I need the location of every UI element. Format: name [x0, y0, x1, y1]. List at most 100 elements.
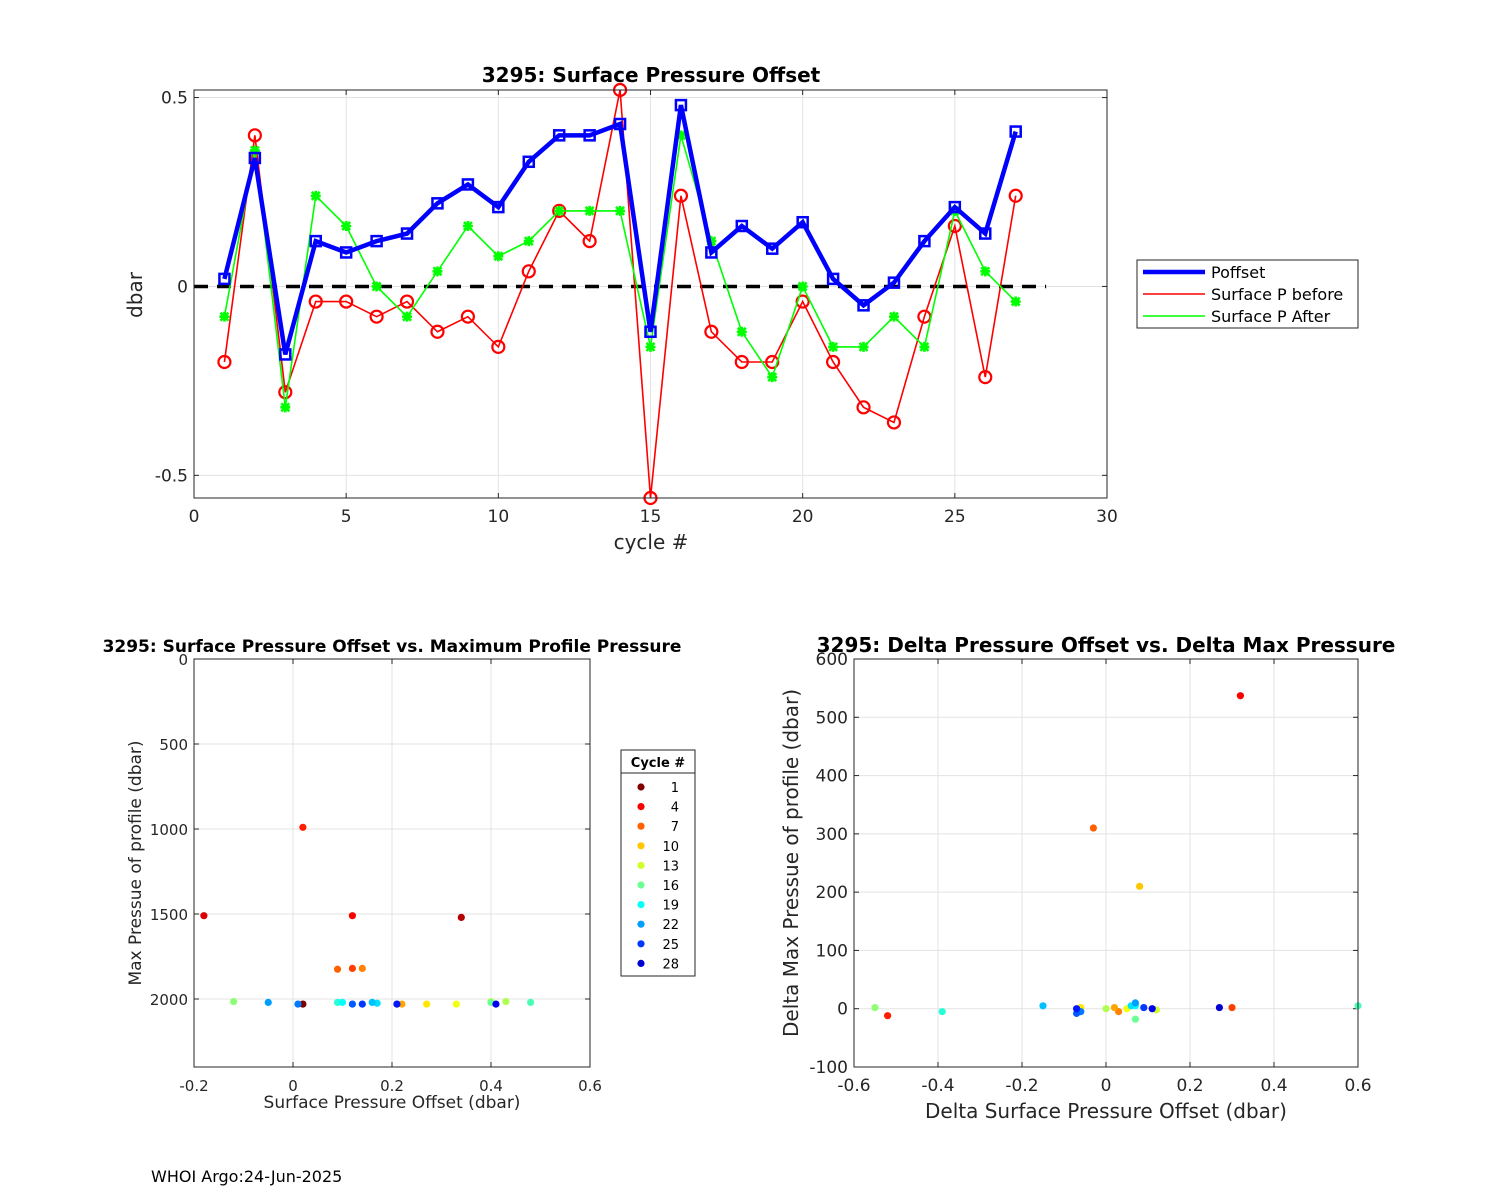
- chart1-ytick-label: 0: [177, 277, 188, 297]
- point-surface-p-after: [554, 205, 565, 216]
- point-surface-p-before: [734, 354, 749, 370]
- legend-label-cycle-7: 7: [671, 820, 679, 835]
- point-surface-p-after: [828, 341, 839, 352]
- point-surface-p-before: [521, 264, 536, 279]
- chart2-ytick-label: 1000: [150, 821, 188, 839]
- chart1-ytick-label: -0.5: [155, 466, 188, 486]
- point-surface-p-before: [1008, 188, 1023, 203]
- scatter-point-cycle-5: [299, 823, 307, 831]
- chart2-legend-items: 1 4 7 10 13 16 19 22 25 28: [637, 781, 679, 972]
- chart3-xtick-label: -0.2: [1005, 1076, 1038, 1096]
- series-line-surface-p-after: [223, 135, 1017, 408]
- point-poffset: [400, 227, 414, 240]
- point-surface-p-after: [523, 236, 534, 247]
- chart3-xtick-label: 0.6: [1344, 1076, 1371, 1096]
- point-surface-p-after: [249, 145, 260, 156]
- point-surface-p-before: [217, 354, 232, 370]
- point-surface-p-after: [402, 311, 413, 322]
- scatter-point-cycle-6: [348, 964, 356, 973]
- legend-marker-cycle-28: [637, 959, 645, 968]
- point-surface-p-before: [491, 339, 506, 354]
- scatter-point-cycle-10: [1136, 882, 1144, 890]
- chart2-xtick-label: 0.4: [479, 1077, 503, 1095]
- point-surface-p-after: [980, 266, 991, 277]
- scatter-point-cycle-27: [1148, 1005, 1156, 1013]
- chart2-points: [200, 823, 535, 1008]
- point-surface-p-before: [886, 415, 902, 430]
- point-poffset: [461, 178, 475, 191]
- chart2-ytick-label: 1500: [150, 906, 188, 924]
- scatter-point-cycle-27: [492, 1000, 500, 1008]
- chart3-ticks: -0.6 -0.4 -0.2 0 0.2 0.4 0.6 -100 0 100 200 300 400 5…: [809, 650, 1371, 1096]
- chart1-xtick-label: 20: [792, 507, 814, 527]
- point-poffset: [431, 197, 444, 210]
- point-surface-p-after: [371, 281, 382, 292]
- chart2-xtick-label: 0.6: [578, 1077, 602, 1095]
- chart3-xtick-label: 0.2: [1176, 1076, 1203, 1096]
- point-poffset: [887, 276, 901, 289]
- point-surface-p-before: [369, 309, 384, 324]
- legend-label-cycle-16: 16: [662, 879, 679, 894]
- chart3-title: 3295: Delta Pressure Offset vs. Delta Ma…: [817, 633, 1396, 657]
- point-poffset: [979, 227, 992, 240]
- legend-label-cycle-19: 19: [662, 899, 679, 914]
- chart1-xlabel: cycle #: [614, 530, 689, 554]
- point-surface-p-before: [765, 354, 780, 370]
- chart2-legend-box: [620, 749, 696, 977]
- point-poffset: [644, 325, 657, 339]
- point-surface-p-after: [675, 130, 686, 141]
- legend-label-cycle-4: 4: [671, 801, 679, 816]
- scatter-point-cycle-15: [871, 1003, 879, 1012]
- scatter-point-cycle-9: [1110, 1003, 1118, 1012]
- chart1-xtick-label: 15: [640, 507, 662, 527]
- point-surface-p-after: [767, 372, 778, 383]
- scatter-point-cycle-22: [1131, 999, 1139, 1007]
- point-surface-p-before: [825, 354, 841, 370]
- chart-offset-vs-max-pressure: 3295: Surface Pressure Offset vs. Maximu…: [103, 637, 696, 1113]
- chart2-ylabel: Max Pressue of profile (dbar): [126, 740, 146, 985]
- chart3-xtick-label: -0.6: [837, 1076, 870, 1096]
- legend-label-cycle-22: 22: [662, 918, 679, 933]
- scatter-point-cycle-26: [1073, 1005, 1081, 1013]
- chart2-ytick-label: 2000: [150, 991, 188, 1009]
- scatter-point-cycle-5: [884, 1012, 892, 1020]
- legend-label-cycle-10: 10: [662, 840, 679, 855]
- series-line-poffset: [222, 104, 1018, 356]
- chart1-series: [217, 82, 1023, 506]
- point-poffset: [826, 272, 840, 286]
- point-poffset: [948, 200, 962, 214]
- point-surface-p-before: [460, 309, 475, 324]
- point-surface-p-after: [706, 236, 717, 247]
- point-surface-p-before: [947, 218, 962, 234]
- point-surface-p-after: [919, 341, 930, 352]
- point-poffset: [918, 234, 931, 248]
- scatter-point-cycle-9: [398, 1000, 406, 1008]
- scatter-point-cycle-3: [200, 912, 208, 920]
- scatter-point-cycle-14: [1102, 1005, 1110, 1013]
- point-surface-p-before: [247, 128, 262, 143]
- legend-marker-cycle-25: [637, 940, 645, 948]
- point-poffset: [309, 234, 322, 248]
- chart3-ylabel: Delta Max Pressue of profile (dbar): [779, 689, 803, 1037]
- point-surface-p-after: [615, 205, 626, 216]
- scatter-point-cycle-11: [423, 1000, 431, 1008]
- point-surface-p-before: [582, 234, 597, 249]
- scatter-point-cycle-25: [358, 1000, 366, 1008]
- chart2-xtick-label: 0.2: [380, 1077, 404, 1095]
- scatter-point-cycle-2: [457, 913, 465, 922]
- chart2-ticks: -0.2 0 0.2 0.4 0.6 0 500 1000 1500 2000: [150, 651, 602, 1095]
- scatter-point-cycle-25: [1140, 1003, 1148, 1012]
- legend-marker-cycle-22: [637, 920, 645, 928]
- chart1-xtick-label: 30: [1096, 507, 1118, 527]
- point-poffset: [522, 155, 536, 169]
- scatter-point-cycle-17: [527, 998, 535, 1007]
- chart-surface-pressure-offset: 3295: Surface Pressure Offset cycle # db…: [123, 63, 1359, 554]
- scatter-point-cycle-12: [452, 1000, 460, 1008]
- chart2-xtick-label: -0.2: [179, 1077, 208, 1095]
- legend-label-poffset: Poffset: [1211, 263, 1265, 282]
- point-surface-p-before: [856, 400, 871, 415]
- point-surface-p-before: [704, 324, 719, 339]
- legend-label-surface-p-before: Surface P before: [1211, 285, 1343, 304]
- point-surface-p-after: [888, 311, 899, 322]
- footer-text: WHOI Argo:24-Jun-2025: [151, 1167, 342, 1186]
